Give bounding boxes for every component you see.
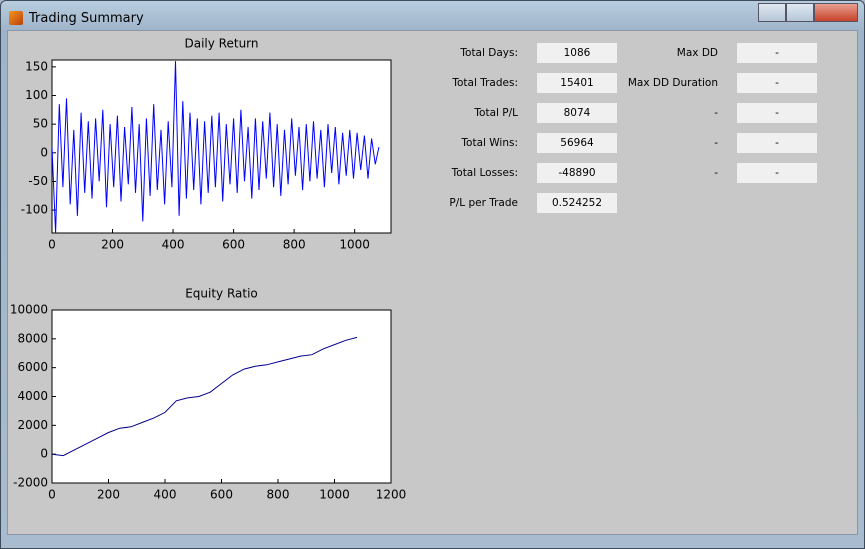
y-tick-label: 150 [25,59,48,73]
x-tick-label: 400 [154,488,177,502]
field-box [737,43,817,63]
x-tick-label: 0 [48,238,56,252]
field-label: Total Trades: [451,77,518,89]
x-tick-label: 1200 [376,488,407,502]
x-tick-label: 200 [101,238,124,252]
field-box [737,73,817,93]
field-label: Total P/L [473,107,518,119]
field-label: Total Wins: [460,137,518,149]
field-box [537,163,617,183]
y-tick-label: 0 [40,447,48,461]
field-value: 15401 [560,77,593,89]
x-tick-label: 600 [222,238,245,252]
field-label: Total Losses: [451,167,518,179]
y-tick-label: 50 [33,117,48,131]
field-value: 0.524252 [552,197,602,209]
x-tick-label: 400 [162,238,185,252]
field-box [537,103,617,123]
chart-title: Daily Return [185,37,259,51]
field-label: - [714,107,718,119]
plot-area [51,59,392,234]
app-icon [9,11,23,25]
y-tick-label: -100 [21,203,48,217]
x-tick-label: 1000 [319,488,350,502]
field-label: Total Days: [459,47,518,59]
data-line [52,61,380,233]
field-value: - [775,137,779,149]
maximize-button[interactable] [786,3,814,22]
y-tick-label: 10000 [10,303,48,317]
field-label: P/L per Trade [449,197,518,209]
field-value: 56964 [560,137,594,149]
field-box [737,163,817,183]
field-value: 1086 [564,47,591,59]
field-box [737,103,817,123]
field-label: Max DD [677,47,718,59]
y-tick-label: 8000 [17,331,48,345]
field-value: 8074 [564,107,591,119]
field-box [537,73,617,93]
y-tick-label: 100 [25,88,48,102]
minimize-button[interactable] [758,3,786,22]
y-tick-label: -2000 [13,476,48,490]
field-box [537,43,617,63]
x-tick-label: 0 [48,488,56,502]
field-box [737,133,817,153]
field-label: - [714,167,718,179]
window-title: Trading Summary [29,10,144,26]
y-tick-label: 6000 [17,360,48,374]
title-bar: Trading Summary [9,7,144,29]
field-label: - [714,137,718,149]
field-label: Max DD Duration [628,77,718,89]
data-line [52,336,358,457]
field-value: - [775,167,779,179]
field-value: - [775,107,779,119]
y-tick-label: 2000 [17,418,48,432]
field-box [537,193,617,213]
y-tick-label: 4000 [17,389,48,403]
close-button[interactable] [814,3,858,22]
field-value: - [775,77,779,89]
chart-title: Equity Ratio [185,287,258,301]
plot-area [51,309,392,484]
y-tick-label: 0 [40,145,48,159]
x-tick-label: 1000 [339,238,370,252]
x-tick-label: 800 [283,238,306,252]
y-tick-label: -50 [28,174,48,188]
x-tick-label: 200 [97,488,120,502]
x-tick-label: 600 [210,488,233,502]
field-box [537,133,617,153]
field-value: -48890 [558,167,595,179]
x-tick-label: 800 [267,488,290,502]
field-value: - [775,47,779,59]
window-buttons [758,3,858,22]
